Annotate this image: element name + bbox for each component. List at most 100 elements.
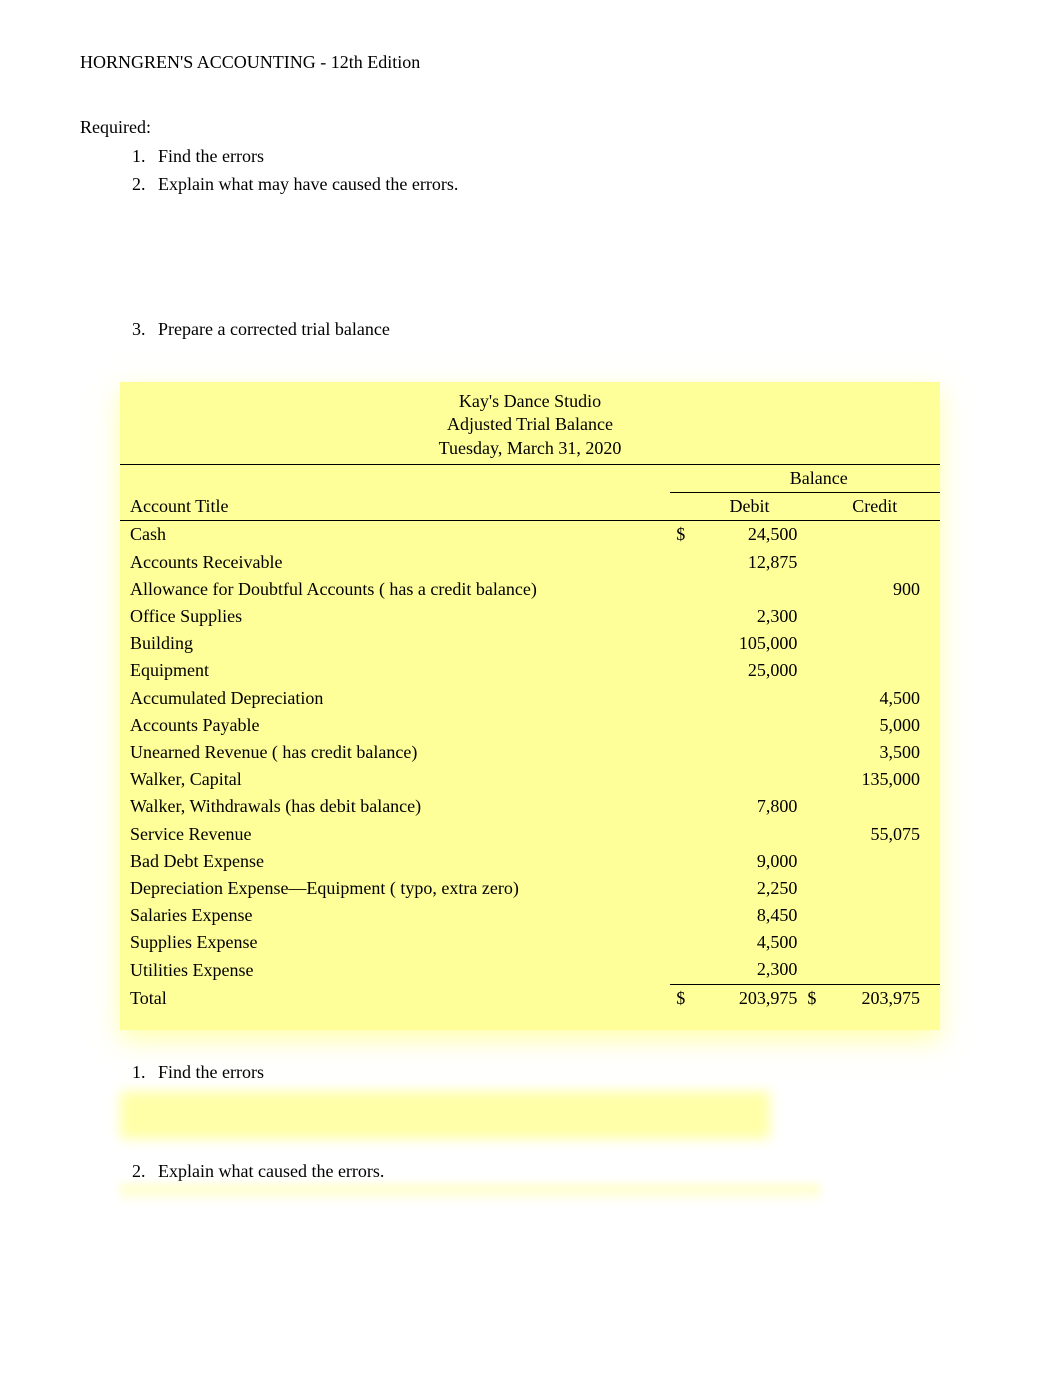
- credit-cell: [824, 657, 940, 684]
- table-row: Salaries Expense8,450: [120, 902, 940, 929]
- tb-title-1: Kay's Dance Studio: [120, 390, 940, 413]
- debit-cell: 2,250: [696, 875, 802, 902]
- currency-symbol: [670, 549, 695, 576]
- credit-cell: 3,500: [824, 739, 940, 766]
- find-errors-item: Find the errors: [150, 1060, 982, 1085]
- credit-cell: [824, 929, 940, 956]
- debit-cell: [696, 576, 802, 603]
- currency-symbol: [801, 766, 823, 793]
- prepare-list: Prepare a corrected trial balance: [150, 317, 982, 342]
- currency-symbol: $: [670, 521, 695, 549]
- find-errors-section: Find the errors: [120, 1060, 982, 1139]
- trial-balance-table: Balance Account Title Debit Credit Cash$…: [120, 464, 940, 1030]
- credit-cell: [824, 549, 940, 576]
- required-list: Find the errors Explain what may have ca…: [150, 144, 982, 196]
- total-credit: 203,975: [824, 984, 940, 1012]
- table-row: Cash$24,500: [120, 521, 940, 549]
- account-title: Building: [120, 630, 670, 657]
- account-title: Office Supplies: [120, 603, 670, 630]
- credit-cell: 135,000: [824, 766, 940, 793]
- credit-cell: 900: [824, 576, 940, 603]
- currency-symbol: [801, 549, 823, 576]
- credit-cell: [824, 793, 940, 820]
- debit-cell: 12,875: [696, 549, 802, 576]
- currency-symbol: [670, 712, 695, 739]
- account-title: Utilities Expense: [120, 956, 670, 984]
- account-title: Walker, Withdrawals (has debit balance): [120, 793, 670, 820]
- table-row: Depreciation Expense—Equipment ( typo, e…: [120, 875, 940, 902]
- currency-symbol: [801, 685, 823, 712]
- table-row: Service Revenue 55,075: [120, 821, 940, 848]
- currency-symbol: [801, 712, 823, 739]
- table-row: Office Supplies2,300: [120, 603, 940, 630]
- credit-cell: [824, 956, 940, 984]
- table-row: Accounts Payable 5,000: [120, 712, 940, 739]
- table-row: Utilities Expense 2,300: [120, 956, 940, 984]
- total-debit: 203,975: [696, 984, 802, 1012]
- currency-symbol: [670, 657, 695, 684]
- credit-cell: [824, 630, 940, 657]
- currency-symbol: [801, 739, 823, 766]
- account-title: Unearned Revenue ( has credit balance): [120, 739, 670, 766]
- currency-symbol: $: [670, 984, 695, 1012]
- table-row: Walker, Capital 135,000: [120, 766, 940, 793]
- currency-symbol: [670, 902, 695, 929]
- currency-symbol: [670, 739, 695, 766]
- table-row: Equipment 25,000: [120, 657, 940, 684]
- currency-symbol: [670, 766, 695, 793]
- debit-cell: [696, 739, 802, 766]
- debit-cell: 4,500: [696, 929, 802, 956]
- account-title: Supplies Expense: [120, 929, 670, 956]
- explain-section: Explain what caused the errors.: [120, 1159, 982, 1184]
- tb-title-3: Tuesday, March 31, 2020: [120, 437, 940, 460]
- account-title: Walker, Capital: [120, 766, 670, 793]
- balance-label: Balance: [696, 465, 940, 493]
- currency-symbol: [801, 630, 823, 657]
- credit-cell: 5,000: [824, 712, 940, 739]
- currency-symbol: [801, 576, 823, 603]
- account-title: Accounts Receivable: [120, 549, 670, 576]
- account-title: Allowance for Doubtful Accounts ( has a …: [120, 576, 670, 603]
- debit-cell: [696, 821, 802, 848]
- currency-symbol: [801, 603, 823, 630]
- currency-symbol: [670, 793, 695, 820]
- total-row: Total $ 203,975 $ 203,975: [120, 984, 940, 1012]
- balance-header-row: Balance: [120, 465, 940, 493]
- debit-cell: 7,800: [696, 793, 802, 820]
- account-title: Equipment: [120, 657, 670, 684]
- currency-symbol: [801, 929, 823, 956]
- credit-cell: 55,075: [824, 821, 940, 848]
- fade-content: [120, 1184, 820, 1204]
- debit-cell: [696, 766, 802, 793]
- credit-cell: [824, 902, 940, 929]
- currency-symbol: [670, 685, 695, 712]
- tb-header: Kay's Dance Studio Adjusted Trial Balanc…: [120, 382, 940, 464]
- table-row: Walker, Withdrawals (has debit balance) 7…: [120, 793, 940, 820]
- debit-cell: 24,500: [696, 521, 802, 549]
- account-title: Bad Debt Expense: [120, 848, 670, 875]
- currency-symbol: [670, 576, 695, 603]
- currency-symbol: [670, 929, 695, 956]
- currency-symbol: [801, 956, 823, 984]
- credit-cell: 4,500: [824, 685, 940, 712]
- account-title: Accumulated Depreciation: [120, 685, 670, 712]
- account-title: Depreciation Expense—Equipment ( typo, e…: [120, 875, 670, 902]
- required-item: Find the errors: [150, 144, 982, 169]
- account-title: Service Revenue: [120, 821, 670, 848]
- tb-title-2: Adjusted Trial Balance: [120, 413, 940, 436]
- account-title-header: Account Title: [120, 493, 670, 521]
- currency-symbol: [801, 521, 823, 549]
- currency-symbol: $: [801, 984, 823, 1012]
- debit-cell: 105,000: [696, 630, 802, 657]
- table-row: Accounts Receivable 12,875: [120, 549, 940, 576]
- currency-symbol: [801, 793, 823, 820]
- credit-header: Credit: [824, 493, 940, 521]
- currency-symbol: [801, 902, 823, 929]
- debit-cell: 2,300: [696, 956, 802, 984]
- currency-symbol: [670, 848, 695, 875]
- table-row: Accumulated Depreciation 4,500: [120, 685, 940, 712]
- account-title: Accounts Payable: [120, 712, 670, 739]
- debit-cell: 25,000: [696, 657, 802, 684]
- table-row: Building 105,000: [120, 630, 940, 657]
- credit-cell: [824, 875, 940, 902]
